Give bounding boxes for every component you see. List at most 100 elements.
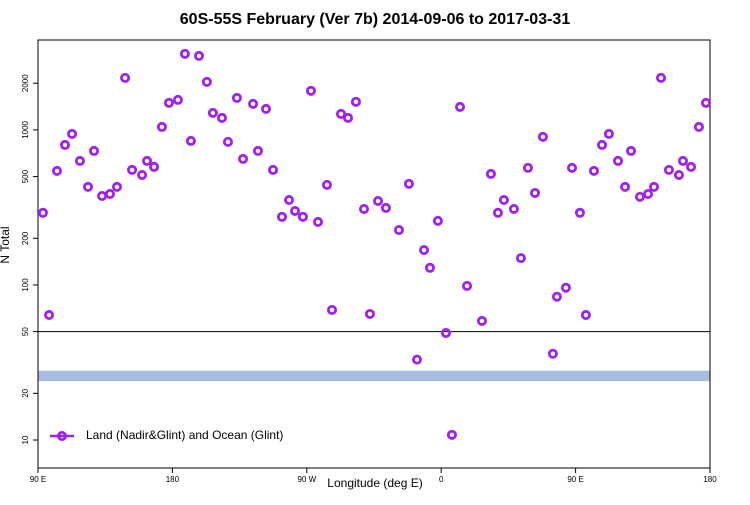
data-point xyxy=(686,161,697,172)
reference-band xyxy=(38,370,710,382)
data-point xyxy=(89,145,100,156)
y-tick-label: 20 xyxy=(21,388,30,397)
data-point xyxy=(163,97,174,108)
data-point xyxy=(201,76,212,87)
data-point xyxy=(111,181,122,192)
data-point xyxy=(149,161,160,172)
data-point xyxy=(67,128,78,139)
data-point xyxy=(626,145,637,156)
data-point xyxy=(37,207,48,218)
y-tick-label: 10 xyxy=(21,435,30,444)
data-point xyxy=(51,165,62,176)
data-point xyxy=(419,245,430,256)
x-tick-label: 0 xyxy=(439,475,444,484)
data-point xyxy=(567,162,578,173)
data-point xyxy=(97,190,108,201)
x-tick-label: 90 E xyxy=(567,475,583,484)
data-point xyxy=(455,101,466,112)
data-point xyxy=(476,315,487,326)
y-tick-label: 500 xyxy=(21,169,30,183)
data-point xyxy=(231,92,242,103)
data-point xyxy=(321,179,332,190)
data-point xyxy=(248,98,259,109)
x-tick-label: 90 E xyxy=(30,475,46,484)
data-point xyxy=(238,153,249,164)
plot-frame xyxy=(37,39,711,469)
data-point xyxy=(142,155,153,166)
y-axis-label: N Total xyxy=(0,226,12,263)
data-point xyxy=(335,108,346,119)
data-point xyxy=(252,145,263,156)
data-point xyxy=(179,48,190,59)
data-point xyxy=(588,165,599,176)
data-point xyxy=(373,195,384,206)
data-point xyxy=(403,178,414,189)
data-point xyxy=(693,121,704,132)
data-point xyxy=(44,310,55,321)
data-point xyxy=(432,215,443,226)
data-point xyxy=(297,211,308,222)
data-point xyxy=(222,136,233,147)
data-point xyxy=(380,202,391,213)
data-point xyxy=(74,155,85,166)
data-point xyxy=(620,181,631,192)
data-point xyxy=(508,203,519,214)
data-point xyxy=(305,85,316,96)
data-point xyxy=(350,96,361,107)
data-point xyxy=(358,203,369,214)
data-point xyxy=(172,94,183,105)
data-point xyxy=(327,304,338,315)
data-point xyxy=(343,112,354,123)
data-point xyxy=(580,310,591,321)
data-point xyxy=(613,155,624,166)
data-point xyxy=(268,164,279,175)
data-point xyxy=(574,207,585,218)
data-point xyxy=(156,121,167,132)
legend-label: Land (Nadir&Glint) and Ocean (Glint) xyxy=(86,428,283,442)
data-point xyxy=(498,195,509,206)
x-tick-label: 180 xyxy=(703,475,717,484)
data-point xyxy=(312,216,323,227)
data-point xyxy=(492,207,503,218)
data-point xyxy=(485,168,496,179)
data-point xyxy=(207,107,218,118)
data-point xyxy=(284,195,295,206)
data-point xyxy=(104,189,115,200)
x-axis-label: Longitude (deg E) xyxy=(327,476,422,490)
data-point xyxy=(603,128,614,139)
y-tick-label: 200 xyxy=(21,231,30,245)
data-point xyxy=(83,181,94,192)
data-point xyxy=(462,280,473,291)
data-point xyxy=(277,211,288,222)
data-point xyxy=(137,169,148,180)
y-tick-label: 2000 xyxy=(21,74,30,92)
data-point xyxy=(515,253,526,264)
data-point xyxy=(677,155,688,166)
data-point xyxy=(551,291,562,302)
legend-marker xyxy=(57,430,68,441)
data-point xyxy=(537,131,548,142)
data-point xyxy=(597,139,608,150)
chart-title: 60S-55S February (Ver 7b) 2014-09-06 to … xyxy=(180,11,571,28)
data-point xyxy=(643,189,654,200)
x-tick-label: 90 W xyxy=(297,475,316,484)
data-point xyxy=(700,97,711,108)
data-point xyxy=(127,164,138,175)
data-point xyxy=(547,348,558,359)
data-point xyxy=(529,187,540,198)
data-point xyxy=(656,72,667,83)
x-tick-label: 180 xyxy=(166,475,180,484)
data-point xyxy=(634,191,645,202)
data-point xyxy=(290,205,301,216)
data-point xyxy=(663,164,674,175)
data-point xyxy=(446,429,457,440)
data-point xyxy=(120,72,131,83)
data-point xyxy=(412,354,423,365)
data-point xyxy=(364,308,375,319)
data-point xyxy=(216,112,227,123)
data-point xyxy=(560,282,571,293)
y-tick-label: 100 xyxy=(21,278,30,292)
data-point xyxy=(424,262,435,273)
